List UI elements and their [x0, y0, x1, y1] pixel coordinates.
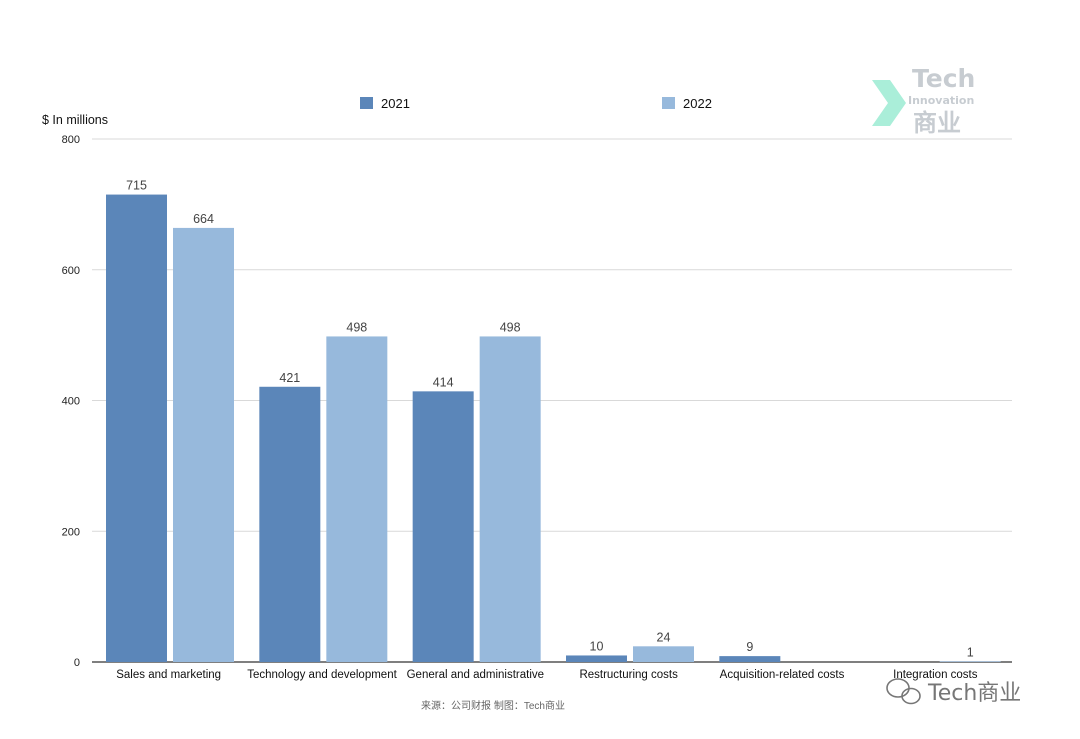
- y-axis-label: $ In millions: [42, 113, 108, 127]
- category-label-5: Integration costs: [893, 669, 978, 681]
- y-tick-label: 0: [74, 657, 80, 669]
- legend-swatch-2022: [662, 97, 675, 109]
- y-tick-labels: 0 200 400 600 800: [62, 134, 80, 669]
- legend-label-2022: 2022: [683, 96, 712, 111]
- data-label-2022-1: 498: [346, 320, 367, 334]
- logo-line2: Innovation: [908, 94, 974, 107]
- category-label-2: General and administrative: [407, 669, 544, 681]
- data-label-2021-4: 9: [746, 640, 753, 654]
- y-tick-label: 200: [62, 526, 80, 538]
- bar-2021-4: [719, 656, 781, 662]
- legend: 2021 2022: [360, 96, 712, 111]
- gridlines: [92, 138, 1012, 663]
- logo-line3: 商业: [913, 109, 961, 137]
- bar-2022-1: [326, 336, 388, 662]
- bar-2022-3: [633, 646, 694, 662]
- y-tick-label: 800: [62, 134, 80, 146]
- data-labels: 715 664 421 498 414 498 10 24 9 1: [126, 179, 974, 660]
- data-label-2022-3: 24: [657, 630, 671, 644]
- category-labels: Sales and marketing Technology and develo…: [116, 669, 978, 681]
- y-tick-label: 400: [62, 396, 80, 408]
- category-label-1: Technology and development: [247, 669, 397, 681]
- data-label-2021-0: 715: [126, 179, 147, 193]
- wechat-name: Tech商业: [927, 681, 1021, 706]
- bar-2021-0: [106, 194, 167, 662]
- legend-swatch-2021: [360, 97, 373, 109]
- category-label-4: Acquisition-related costs: [720, 669, 845, 681]
- bar-2021-3: [566, 655, 627, 662]
- category-label-0: Sales and marketing: [116, 669, 221, 681]
- wechat-icon: [886, 678, 921, 705]
- source-note: 来源：公司财报 制图：Tech商业: [421, 699, 565, 712]
- data-label-2021-2: 414: [433, 375, 454, 389]
- category-label-3: Restructuring costs: [579, 669, 678, 681]
- legend-label-2021: 2021: [381, 96, 410, 111]
- logo-arrow-icon: [872, 80, 906, 126]
- data-label-2021-3: 10: [590, 639, 604, 653]
- logo-line1: Tech: [912, 64, 975, 93]
- bar-2022-5: [939, 661, 1001, 662]
- wechat-watermark: Tech商业: [886, 678, 1021, 706]
- bar-2022-2: [479, 336, 541, 662]
- bar-2022-0: [173, 227, 234, 662]
- data-label-2022-5: 1: [967, 645, 974, 659]
- bars: [106, 194, 1001, 662]
- bar-2021-1: [259, 386, 321, 662]
- data-label-2021-1: 421: [279, 371, 300, 385]
- y-tick-label: 600: [62, 265, 80, 277]
- data-label-2022-0: 664: [193, 212, 214, 226]
- bar-2021-2: [412, 391, 474, 662]
- tech-innovation-logo: Tech Innovation 商业: [872, 64, 975, 137]
- data-label-2022-2: 498: [500, 320, 521, 334]
